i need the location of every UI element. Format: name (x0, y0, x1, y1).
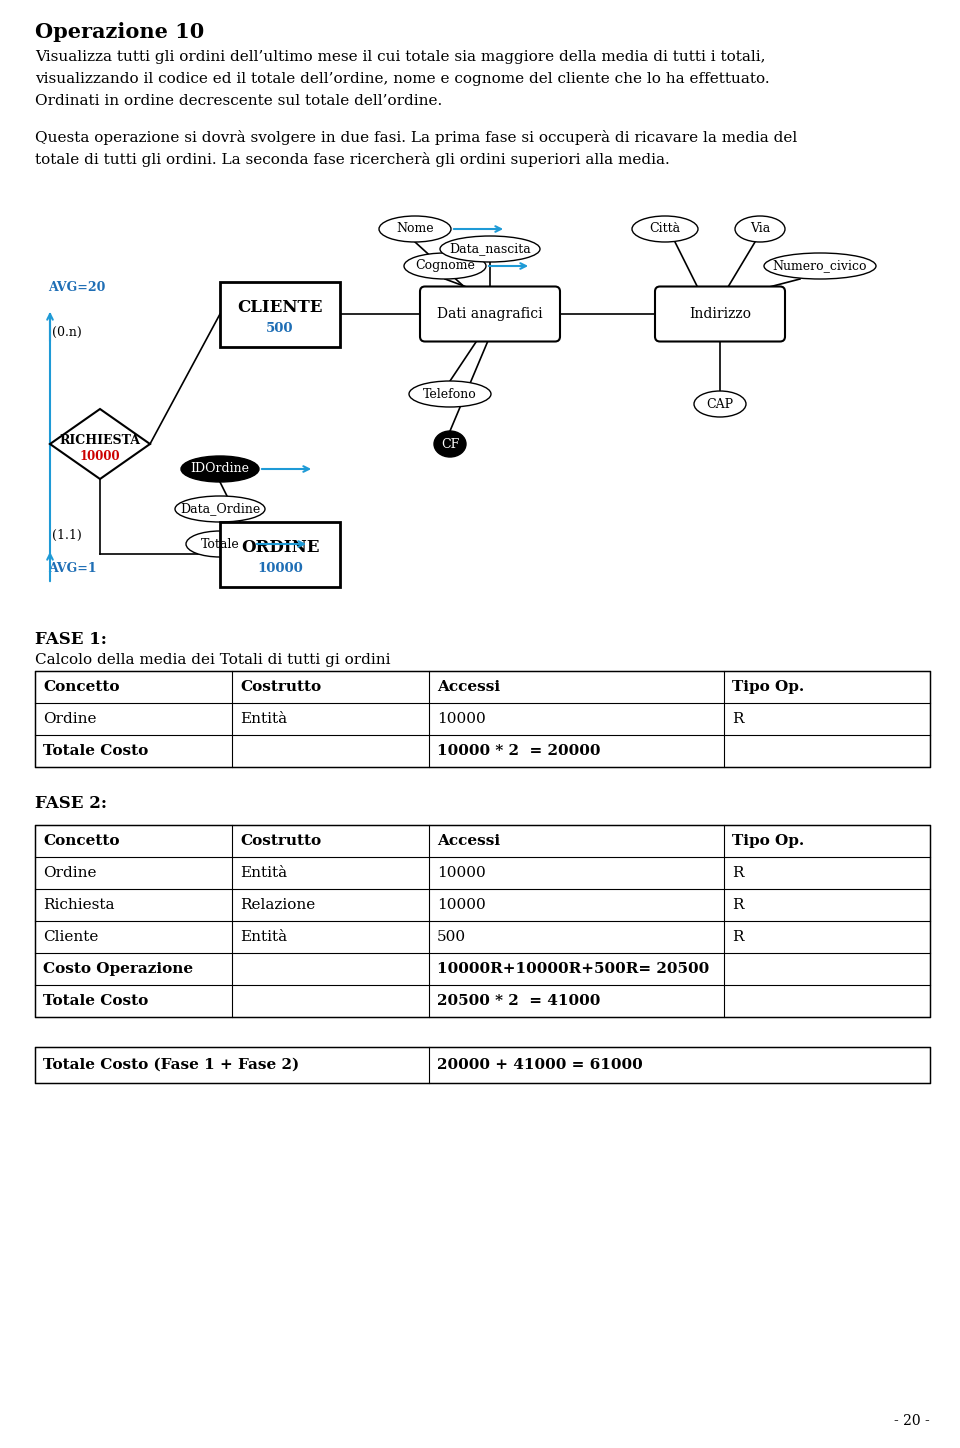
Text: Entità: Entità (240, 712, 287, 725)
Text: Totale Costo: Totale Costo (43, 993, 148, 1008)
Text: Accessi: Accessi (437, 681, 500, 694)
Text: Dati anagrafici: Dati anagrafici (437, 307, 542, 321)
Text: Relazione: Relazione (240, 898, 315, 912)
Text: 10000: 10000 (437, 898, 486, 912)
Text: R: R (732, 898, 744, 912)
Text: R: R (732, 930, 744, 944)
Bar (220, 281, 340, 346)
Ellipse shape (735, 216, 785, 242)
Text: FASE 2:: FASE 2: (35, 795, 107, 812)
Text: Numero_civico: Numero_civico (773, 259, 867, 272)
Text: AVG=20: AVG=20 (48, 281, 106, 294)
Text: Concetto: Concetto (43, 834, 119, 849)
Text: Operazione 10: Operazione 10 (35, 22, 204, 42)
Ellipse shape (632, 216, 698, 242)
Ellipse shape (186, 531, 254, 557)
Text: Cognome: Cognome (415, 259, 475, 272)
Text: 500: 500 (437, 930, 466, 944)
Ellipse shape (764, 253, 876, 279)
Text: R: R (732, 866, 744, 880)
Text: visualizzando il codice ed il totale dell’ordine, nome e cognome del cliente che: visualizzando il codice ed il totale del… (35, 72, 770, 85)
Bar (35, 670, 930, 767)
Text: CLIENTE: CLIENTE (237, 300, 323, 317)
Text: (1.1): (1.1) (52, 529, 82, 542)
FancyBboxPatch shape (655, 287, 785, 342)
Text: Concetto: Concetto (43, 681, 119, 694)
Text: CF: CF (441, 437, 459, 450)
Text: Entità: Entità (240, 866, 287, 880)
Text: Ordine: Ordine (43, 712, 97, 725)
Text: Ordinati in ordine decrescente sul totale dell’ordine.: Ordinati in ordine decrescente sul total… (35, 94, 443, 109)
Ellipse shape (434, 432, 466, 458)
Text: Entità: Entità (240, 930, 287, 944)
Polygon shape (50, 408, 150, 479)
Text: (0.n): (0.n) (52, 326, 82, 339)
Bar (35, 825, 930, 1016)
Ellipse shape (379, 216, 451, 242)
Text: - 20 -: - 20 - (895, 1415, 930, 1428)
Text: totale di tutti gli ordini. La seconda fase ricercherà gli ordini superiori alla: totale di tutti gli ordini. La seconda f… (35, 152, 670, 167)
Text: Nome: Nome (396, 223, 434, 236)
Text: 10000: 10000 (257, 562, 302, 575)
Text: Data_Ordine: Data_Ordine (180, 502, 260, 515)
Text: ORDINE: ORDINE (241, 540, 320, 556)
Text: Ordine: Ordine (43, 866, 97, 880)
Text: Città: Città (649, 223, 681, 236)
Text: Visualizza tutti gli ordini dell’ultimo mese il cui totale sia maggiore della me: Visualizza tutti gli ordini dell’ultimo … (35, 51, 765, 64)
Text: Cliente: Cliente (43, 930, 98, 944)
Text: 10000: 10000 (437, 712, 486, 725)
Text: 20500 * 2  = 41000: 20500 * 2 = 41000 (437, 993, 600, 1008)
Text: Costrutto: Costrutto (240, 834, 321, 849)
Text: Accessi: Accessi (437, 834, 500, 849)
Text: 500: 500 (266, 321, 294, 334)
Ellipse shape (404, 253, 486, 279)
Text: 10000R+10000R+500R= 20500: 10000R+10000R+500R= 20500 (437, 961, 709, 976)
Ellipse shape (694, 391, 746, 417)
Text: Richiesta: Richiesta (43, 898, 114, 912)
Text: Totale Costo: Totale Costo (43, 744, 148, 757)
Text: Costo Operazione: Costo Operazione (43, 961, 193, 976)
Text: RICHIESTA: RICHIESTA (60, 433, 140, 446)
Text: Questa operazione si dovrà svolgere in due fasi. La prima fase si occuperà di ri: Questa operazione si dovrà svolgere in d… (35, 130, 797, 145)
Text: Tipo Op.: Tipo Op. (732, 681, 804, 694)
Text: 20000 + 41000 = 61000: 20000 + 41000 = 61000 (437, 1058, 642, 1072)
Text: Calcolo della media dei Totali di tutti gi ordini: Calcolo della media dei Totali di tutti … (35, 653, 391, 668)
FancyBboxPatch shape (420, 287, 560, 342)
Text: FASE 1:: FASE 1: (35, 631, 107, 649)
Bar (220, 521, 340, 586)
Ellipse shape (440, 236, 540, 262)
Text: CAP: CAP (707, 398, 733, 410)
Text: 10000: 10000 (80, 449, 120, 462)
Text: Tipo Op.: Tipo Op. (732, 834, 804, 849)
Text: Data_nascita: Data_nascita (449, 242, 531, 255)
Text: R: R (732, 712, 744, 725)
Text: Totale Costo (Fase 1 + Fase 2): Totale Costo (Fase 1 + Fase 2) (43, 1058, 300, 1072)
Text: AVG=1: AVG=1 (48, 562, 97, 575)
Ellipse shape (175, 497, 265, 521)
Text: Via: Via (750, 223, 770, 236)
Ellipse shape (409, 381, 491, 407)
Bar (35, 1047, 930, 1083)
Text: 10000 * 2  = 20000: 10000 * 2 = 20000 (437, 744, 600, 757)
Text: Totale: Totale (201, 537, 239, 550)
Text: IDOrdine: IDOrdine (190, 462, 250, 475)
Text: Telefono: Telefono (423, 388, 477, 401)
Ellipse shape (181, 456, 259, 482)
Text: Indirizzo: Indirizzo (689, 307, 751, 321)
Text: 10000: 10000 (437, 866, 486, 880)
Text: Costrutto: Costrutto (240, 681, 321, 694)
